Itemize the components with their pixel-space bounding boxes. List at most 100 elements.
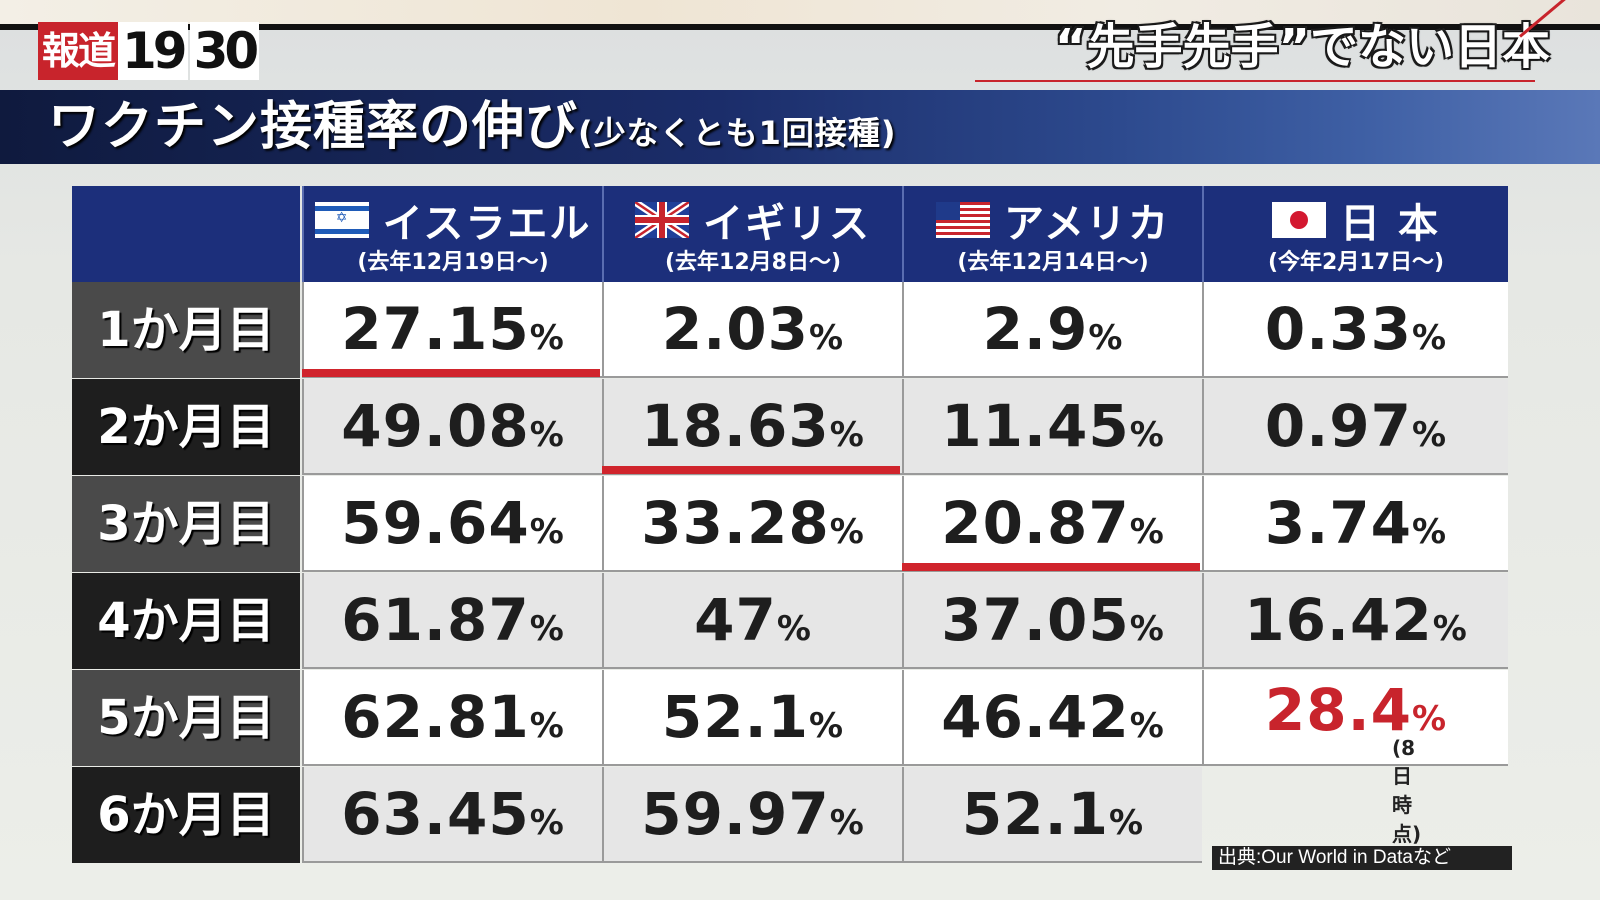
table-cell: 52.1% <box>602 670 902 766</box>
table-corner <box>72 186 300 282</box>
table-cell: 2.03% <box>602 282 902 378</box>
row-header-3: 3か月目 <box>72 476 300 572</box>
country-name-row: 日 本 <box>1204 198 1508 247</box>
cell-unit: % <box>529 706 565 746</box>
column-header-3: アメリカ (去年12月14日～) <box>902 186 1202 282</box>
japan-date-note: (8日時点) <box>1392 736 1422 846</box>
cell-unit: % <box>529 803 565 843</box>
table-cell: 0.97% <box>1202 379 1508 475</box>
cell-unit: % <box>529 512 565 552</box>
table-cell: 2.9% <box>902 282 1202 378</box>
cell-value: 47 <box>694 586 777 654</box>
logo-brand: 報道 <box>38 22 119 80</box>
table-cell: 16.42% <box>1202 573 1508 669</box>
uk-flag-icon <box>635 202 689 238</box>
cell-unit: % <box>1129 512 1165 552</box>
source-note: 出典:Our World in Dataなど <box>1212 846 1512 870</box>
cell-unit: % <box>1412 318 1448 358</box>
country-start-date: (去年12月14日～) <box>957 250 1149 275</box>
israel-flag-icon: ✡ <box>314 202 369 238</box>
cell-unit: % <box>529 415 565 455</box>
cell-value: 11.45 <box>941 392 1130 460</box>
cell-unit: % <box>829 415 865 455</box>
country-name: イスラエル <box>382 201 592 247</box>
chart-title: ワクチン接種率の伸び(少なくとも1回接種) <box>48 92 897 162</box>
cell-unit: % <box>1412 512 1448 552</box>
cell-unit: % <box>529 318 565 358</box>
cell-unit: % <box>829 512 865 552</box>
table-cell: 33.28% <box>602 476 902 572</box>
logo-number-2: 30 <box>189 22 260 80</box>
title-main: ワクチン接種率の伸び <box>48 97 579 157</box>
cell-unit: % <box>1412 699 1448 739</box>
country-name-row: イギリス <box>604 198 902 247</box>
us-flag-icon <box>936 202 990 238</box>
cell-value: 49.08 <box>341 392 530 460</box>
country-name: 日 本 <box>1340 201 1440 247</box>
table-cell: 37.05% <box>902 573 1202 669</box>
table-cell: 49.08% <box>302 379 602 475</box>
japan-flag-icon <box>1272 202 1327 238</box>
cell-unit: % <box>1432 609 1468 649</box>
cell-unit: % <box>1129 609 1165 649</box>
table-cell: 52.1% <box>902 767 1202 863</box>
cell-value: 2.03 <box>661 295 810 363</box>
cell-unit: % <box>809 706 845 746</box>
table-cell: 46.42% <box>902 670 1202 766</box>
cell-value: 20.87 <box>941 489 1130 557</box>
table-cell: 20.87% <box>902 476 1202 572</box>
top-strip <box>0 0 1600 26</box>
title-bar <box>0 90 1600 164</box>
table-cell: 62.81% <box>302 670 602 766</box>
cell-value: 59.64 <box>341 489 530 557</box>
cell-value: 3.74 <box>1264 489 1413 557</box>
table-cell: 28.4% <box>1202 670 1508 766</box>
logo-number-1: 19 <box>118 22 188 80</box>
table-cell: 11.45% <box>902 379 1202 475</box>
country-name: アメリカ <box>1004 201 1170 247</box>
cell-unit: % <box>1129 706 1165 746</box>
table-cell: 47% <box>602 573 902 669</box>
cell-unit: % <box>1088 318 1124 358</box>
cell-value: 2.9 <box>982 295 1089 363</box>
cell-value: 59.97 <box>641 780 830 848</box>
cell-unit: % <box>776 609 812 649</box>
cell-unit: % <box>809 318 845 358</box>
column-header-2: イギリス (去年12月8日～) <box>602 186 902 282</box>
headline: “先手先手”でない日本 <box>1054 19 1550 75</box>
cell-value: 28.4 <box>1264 676 1413 744</box>
cell-value: 61.87 <box>341 586 530 654</box>
cell-value: 52.1 <box>661 683 810 751</box>
row-header-2: 2か月目 <box>72 379 300 475</box>
country-start-date: (去年12月19日～) <box>357 250 549 275</box>
row-header-1: 1か月目 <box>72 282 300 378</box>
country-name-row: ✡ イスラエル <box>304 198 602 247</box>
cell-unit: % <box>529 609 565 649</box>
cell-value: 16.42 <box>1244 586 1433 654</box>
table-cell: 61.87% <box>302 573 602 669</box>
row-header-6: 6か月目 <box>72 767 300 863</box>
column-header-1: ✡ イスラエル (去年12月19日～) <box>302 186 602 282</box>
country-name-row: アメリカ <box>904 198 1202 247</box>
title-sub: (少なくとも1回接種) <box>578 114 897 152</box>
cell-value: 0.97 <box>1264 392 1413 460</box>
table-cell: 59.64% <box>302 476 602 572</box>
row-header-5: 5か月目 <box>72 670 300 766</box>
top-divider <box>0 24 1600 30</box>
cell-value: 18.63 <box>641 392 830 460</box>
cell-value: 27.15 <box>341 295 530 363</box>
country-start-date: (去年12月8日～) <box>664 250 842 275</box>
table-cell: 59.97% <box>602 767 902 863</box>
cell-value: 52.1 <box>961 780 1110 848</box>
headline-underline <box>975 80 1535 82</box>
cell-value: 62.81 <box>341 683 530 751</box>
cell-value: 46.42 <box>941 683 1130 751</box>
cell-value: 63.45 <box>341 780 530 848</box>
highlight-underline <box>302 369 600 377</box>
program-logo: 報道 19 30 <box>38 22 260 82</box>
table-cell: 18.63% <box>602 379 902 475</box>
column-header-4: 日 本 (今年2月17日～) <box>1202 186 1508 282</box>
table-cell: 3.74% <box>1202 476 1508 572</box>
row-header-4: 4か月目 <box>72 573 300 669</box>
country-name: イギリス <box>703 201 871 247</box>
